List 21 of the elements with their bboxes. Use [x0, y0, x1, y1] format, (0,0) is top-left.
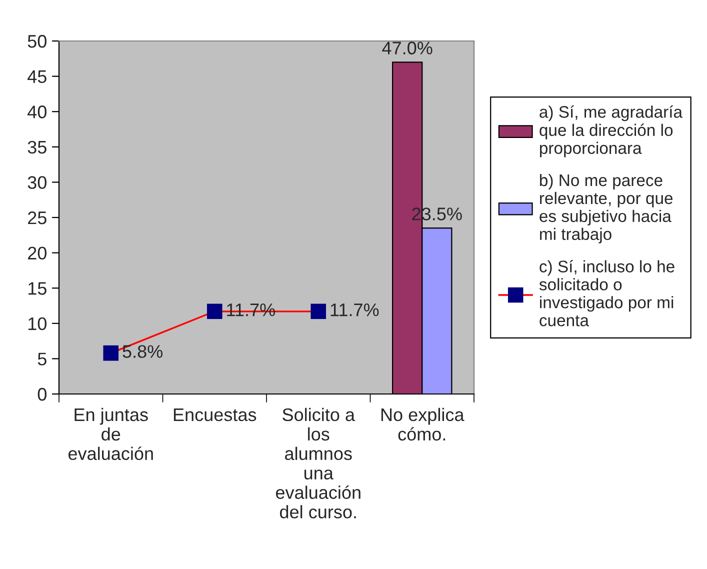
x-tick-label: Solicito a los alumnos una evaluación del curso. [276, 408, 360, 518]
y-tick-label: 35 [28, 140, 46, 154]
data-label: 5.8% [122, 345, 162, 358]
y-tick-label: 5 [38, 352, 46, 366]
y-tick-label: 50 [28, 34, 46, 48]
y-tick-label: 0 [38, 388, 46, 401]
x-tick-label: No explica cómo. [381, 408, 464, 441]
legend-label: a) Sí, me agradaría que la dirección lo proporcionara [540, 105, 683, 158]
y-tick-label: 40 [28, 106, 46, 118]
y-tick-label: 25 [28, 211, 46, 224]
y-tick-label: 45 [28, 70, 46, 84]
x-tick-label: Encuestas [174, 408, 256, 422]
x-tick-label: En juntas de evaluación [68, 408, 153, 460]
legend-label: b) No me parece relevante, por que es subjetivo hacia mi trabajo [540, 174, 673, 244]
data-label: 11.7% [330, 304, 379, 316]
legend-label: c) Sí, incluso lo he solicitado o investigado por mi cuenta [539, 260, 674, 326]
y-tick-label: 15 [28, 282, 46, 295]
data-label: 47.0% [382, 42, 432, 54]
y-tick-label: 10 [28, 317, 46, 330]
y-tick-label: 20 [28, 246, 46, 260]
y-tick-label: 30 [28, 176, 46, 189]
